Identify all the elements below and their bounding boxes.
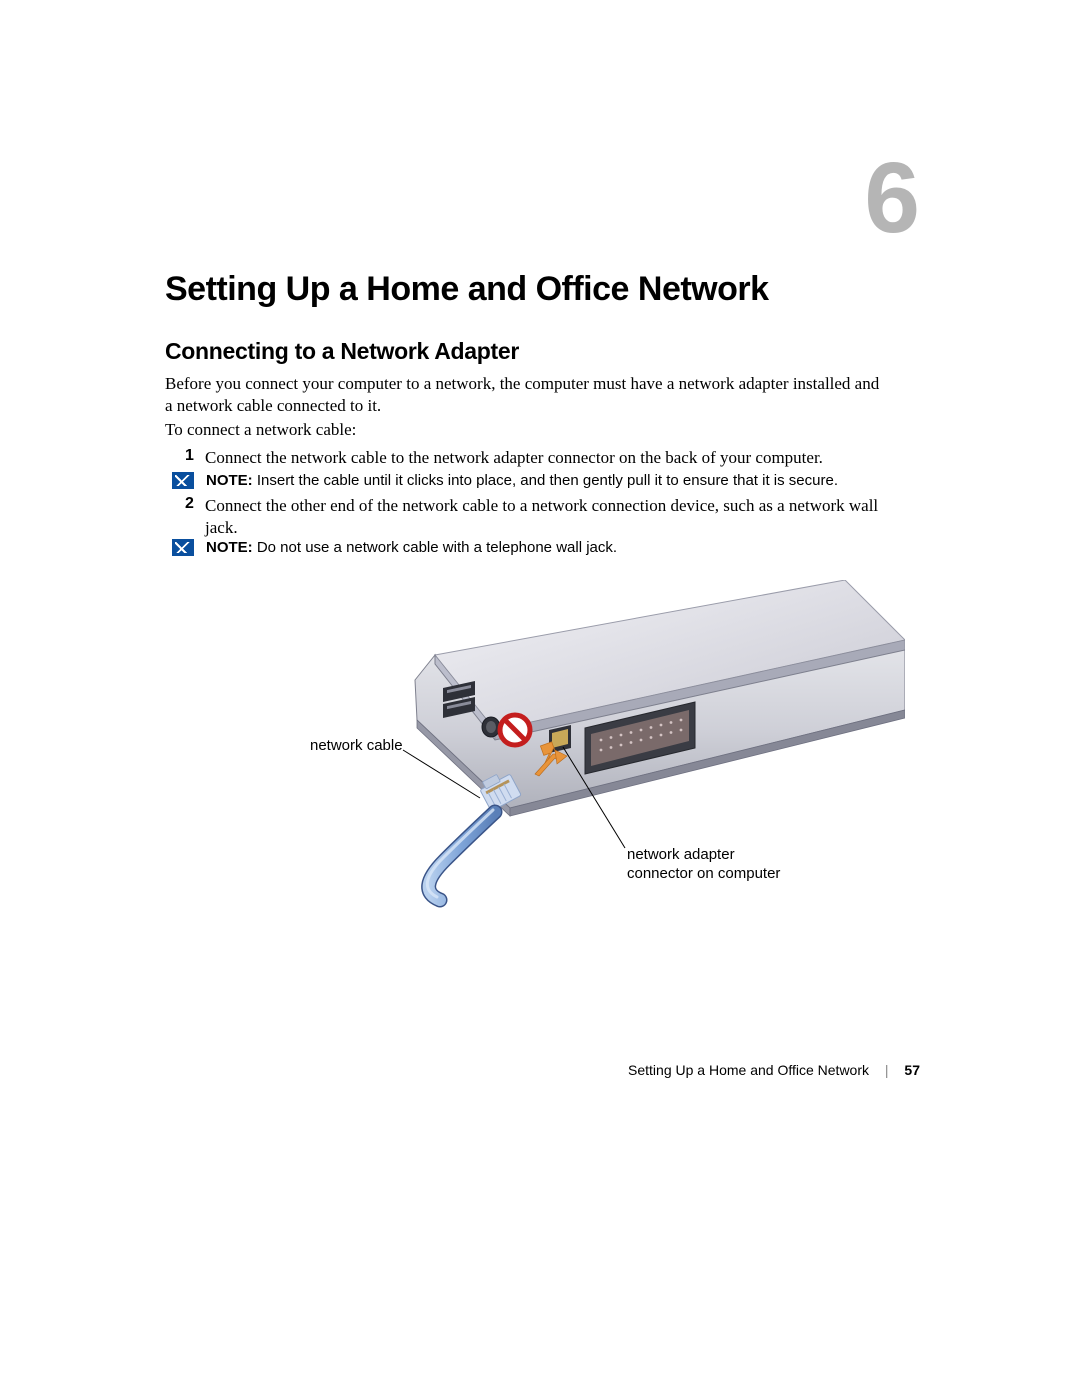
step-number: 1	[185, 447, 194, 465]
chapter-number: 6	[864, 148, 920, 248]
figure-label-connector-line2: connector on computer	[627, 865, 780, 882]
page-footer: Setting Up a Home and Office Network | 5…	[165, 1062, 920, 1078]
section-title: Connecting to a Network Adapter	[165, 338, 519, 365]
chapter-title: Setting Up a Home and Office Network	[165, 270, 769, 309]
intro-paragraph: Before you connect your computer to a ne…	[165, 373, 885, 417]
step-number: 2	[185, 495, 194, 513]
note-label: NOTE:	[206, 472, 253, 489]
note-body: Do not use a network cable with a teleph…	[253, 539, 617, 556]
step-text: Connect the network cable to the network…	[205, 447, 885, 469]
note-icon	[172, 472, 194, 489]
note-1: NOTE: Insert the cable until it clicks i…	[172, 472, 892, 490]
step-1: 1 Connect the network cable to the netwo…	[165, 447, 885, 469]
footer-text: Setting Up a Home and Office Network	[628, 1062, 869, 1078]
step-2: 2 Connect the other end of the network c…	[165, 495, 885, 539]
page-number: 57	[904, 1062, 920, 1078]
figure-label-cable: network cable	[310, 737, 403, 756]
footer-separator: |	[885, 1062, 889, 1078]
figure-label-connector-line1: network adapter	[627, 846, 735, 863]
note-icon	[172, 539, 194, 556]
note-2: NOTE: Do not use a network cable with a …	[172, 539, 892, 557]
note-body: Insert the cable until it clicks into pl…	[253, 472, 838, 489]
step-text: Connect the other end of the network cab…	[205, 495, 885, 539]
note-label: NOTE:	[206, 539, 253, 556]
lead-in-text: To connect a network cable:	[165, 420, 356, 440]
network-adapter-figure: network cable network adapter connector …	[285, 580, 905, 920]
